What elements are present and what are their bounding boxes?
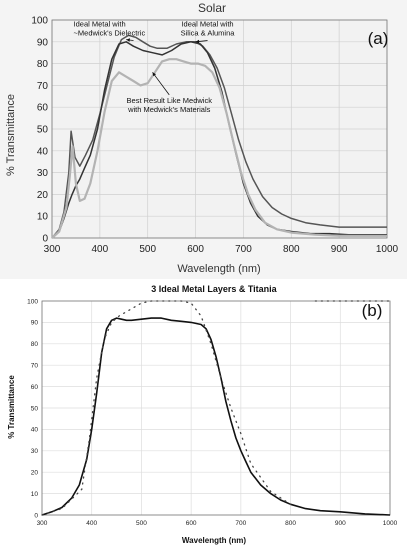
panel-a-annotation-text: Best Result Like Medwick xyxy=(127,96,213,105)
panel-b-x-tick-label: 900 xyxy=(335,520,346,527)
panel-a-y-tick-label: 0 xyxy=(42,234,48,245)
panel-a-y-tick-label: 10 xyxy=(37,212,49,223)
panel-b-x-tick-label: 300 xyxy=(37,520,48,527)
panel-a-y-axis-label: % Transmittance xyxy=(5,94,17,176)
panel-b-x-tick-label: 1000 xyxy=(383,520,398,527)
panel-a-y-tick-label: 40 xyxy=(37,146,49,157)
panel-a-x-tick-label: 400 xyxy=(92,244,109,255)
panel-b-y-tick-label: 50 xyxy=(31,405,39,412)
panel-a-series-line-3 xyxy=(51,58,387,239)
panel-b-x-tick-label: 800 xyxy=(285,520,296,527)
panel-a-x-tick-label: 300 xyxy=(44,244,61,255)
panel-b-y-tick-label: 90 xyxy=(31,320,39,327)
panel-b-title: 3 Ideal Metal Layers & Titania xyxy=(151,284,277,294)
panel-b-series-line-1 xyxy=(41,317,391,516)
panel-b-label: (b) xyxy=(362,301,383,320)
panel-a-label: (a) xyxy=(368,29,389,48)
panel-a-annotation-arrowhead xyxy=(126,38,130,42)
panel-a-y-tick-label: 100 xyxy=(31,16,48,27)
panel-b-x-tick-label: 400 xyxy=(86,520,97,527)
panel-a-y-tick-label: 50 xyxy=(37,125,49,136)
panel-a-annotation-arrowhead xyxy=(152,72,156,77)
panel-a-y-tick-label: 90 xyxy=(37,37,49,48)
panel-a-plot-frame xyxy=(51,19,388,239)
panel-b-x-axis-label: Wavelength (nm) xyxy=(182,536,246,545)
panel-a-x-tick-label: 900 xyxy=(331,244,348,255)
panel-a-chart: Solar 300 400 500 600 700 800 900 1000 0 10 20 30 40… xyxy=(0,0,407,279)
panel-a-annotation-text: Silica & Alumina xyxy=(181,29,236,38)
panel-b-chart: 3 Ideal Metal Layers & Titania 300 400 500… xyxy=(7,284,398,545)
panel-b-y-tick-label: 20 xyxy=(31,469,39,476)
panel-b-y-tick-label: 60 xyxy=(31,384,39,391)
panel-a-title: Solar xyxy=(198,1,226,15)
panel-b-plot-frame xyxy=(41,300,391,516)
panel-a-annotation-text: ~Medwick's Dielectric xyxy=(74,29,146,38)
panel-a-x-axis-label: Wavelength (nm) xyxy=(177,263,260,275)
panel-a-annotation-text: Ideal Metal with xyxy=(181,20,233,29)
panel-a-annotation-text: with Medwick's Materials xyxy=(127,105,211,114)
panel-a-y-tick-label: 30 xyxy=(37,168,49,179)
panel-a-series-line-1 xyxy=(51,34,387,239)
panel-b-y-tick-label: 40 xyxy=(31,427,39,434)
panel-a-x-tick-label: 500 xyxy=(139,244,156,255)
panel-b-series-line-dotted xyxy=(41,300,292,516)
panel-a-x-tick-label: 800 xyxy=(283,244,300,255)
panel-b-y-tick-label: 100 xyxy=(27,298,38,305)
panel-b-y-tick-label: 70 xyxy=(31,362,39,369)
panel-b-x-tick-label: 600 xyxy=(186,520,197,527)
panel-a-x-tick-label: 600 xyxy=(187,244,204,255)
panel-a-annotation-text: Ideal Metal with xyxy=(74,20,126,29)
panel-b-y-tick-label: 10 xyxy=(31,491,39,498)
panel-a-annotation-arrowhead xyxy=(195,39,200,44)
panel-b-y-tick-label: 30 xyxy=(31,448,39,455)
panel-b-y-axis-label: % Transmittance xyxy=(7,375,16,439)
panel-b-y-tick-label: 80 xyxy=(31,341,39,348)
panel-b-x-tick-label: 500 xyxy=(136,520,147,527)
panel-b-x-tick-label: 700 xyxy=(235,520,246,527)
panel-a-x-tick-label: 1000 xyxy=(376,244,399,255)
panel-a-y-tick-label: 20 xyxy=(37,190,49,201)
panel-a-y-tick-label: 60 xyxy=(37,103,49,114)
panel-a-y-tick-label: 80 xyxy=(37,59,49,70)
panel-b-y-tick-label: 0 xyxy=(34,512,38,519)
panel-a-x-tick-label: 700 xyxy=(235,244,252,255)
panel-a-y-tick-label: 70 xyxy=(37,81,49,92)
panel-a-annotation-arrow xyxy=(152,72,170,96)
